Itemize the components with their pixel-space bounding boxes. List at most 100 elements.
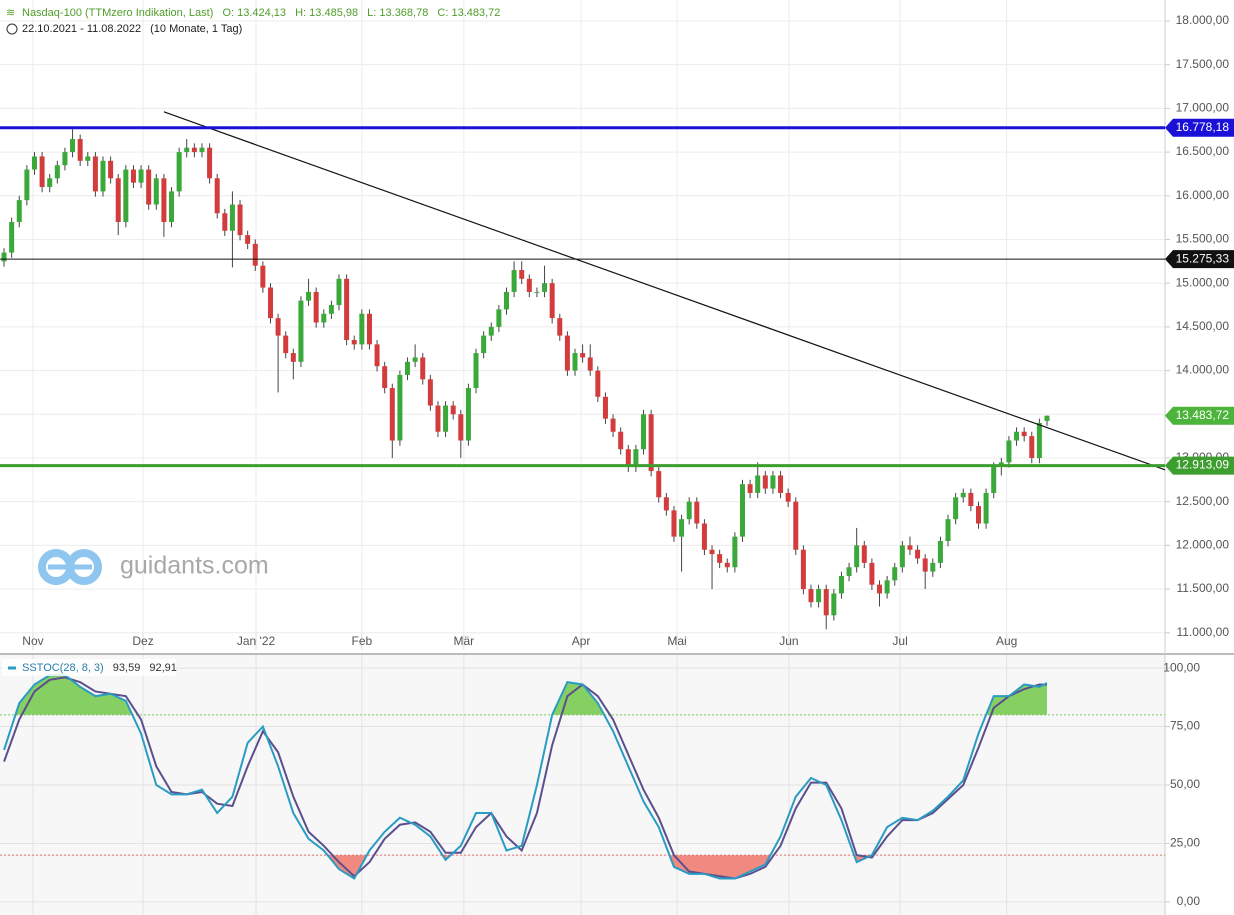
y-tick-label: 17.000,00 (1176, 101, 1230, 115)
candle-body (511, 270, 517, 292)
candle-body (549, 283, 555, 319)
candle-body (374, 344, 380, 367)
candle-body (968, 492, 974, 507)
candle-body (427, 379, 433, 406)
candle-body (275, 318, 281, 336)
y-tick-label: 12.500,00 (1176, 494, 1230, 508)
candle-body (663, 497, 669, 511)
candle-body (534, 291, 540, 293)
instrument-title: Nasdaq-100 (TTMzero Indikation, Last) O:… (22, 7, 500, 19)
candle-body (899, 545, 905, 568)
candle-body (618, 431, 624, 450)
candle-body (100, 160, 106, 192)
header-icon: ≋ (6, 7, 15, 19)
candle-body (420, 357, 426, 380)
candle-body (229, 204, 235, 231)
candle-body (557, 318, 563, 336)
candle-body (831, 593, 837, 616)
candle-body (892, 567, 898, 581)
candle-body (252, 243, 258, 266)
candle-body (496, 309, 502, 327)
candle-body (991, 466, 997, 493)
candle-body (785, 492, 791, 502)
x-tick-label: Nov (22, 634, 43, 648)
candle-body (359, 313, 365, 345)
y-tick-label: 14.000,00 (1176, 363, 1230, 377)
candle-body (542, 283, 548, 292)
candle-body (747, 484, 753, 493)
y-tick-label: 50,00 (1170, 777, 1200, 791)
candle-body (762, 475, 768, 489)
candle-body (1029, 436, 1035, 458)
ohlc-label: O: 13.424,13 (222, 7, 286, 19)
x-tick-label: Jul (892, 634, 907, 648)
candle-body (443, 405, 449, 432)
candle-body (16, 200, 22, 222)
candle-body (191, 147, 197, 153)
y-tick-label: 16.000,00 (1176, 188, 1230, 202)
candle-body (70, 138, 76, 153)
candle-body (54, 165, 60, 179)
candle-body (344, 278, 350, 340)
y-tick-label: 100,00 (1163, 660, 1200, 674)
candle-body (435, 405, 441, 432)
candle-body (199, 147, 205, 153)
candle-body (169, 191, 175, 222)
y-tick-label: 15.500,00 (1176, 232, 1230, 246)
candle-body (610, 418, 616, 432)
candle-body (161, 178, 167, 222)
period-range: 22.10.2021 - 11.08.2022 (22, 23, 141, 35)
candle-body (800, 549, 806, 590)
candle-body (321, 313, 327, 323)
candle-body (884, 580, 890, 594)
price-tag (1165, 406, 1234, 425)
candle-body (366, 313, 372, 345)
candle-body (24, 169, 30, 201)
candle-body (739, 484, 745, 537)
candle-body (382, 366, 388, 389)
candle-body (1, 252, 7, 262)
candle-body (138, 169, 144, 183)
y-tick-label: 15.000,00 (1176, 275, 1230, 289)
indicator-legend-bg (2, 659, 176, 676)
price-tag (1165, 456, 1234, 475)
period: 22.10.2021 - 11.08.2022 (10 Monate, 1 Ta… (22, 23, 242, 35)
candle-body (854, 545, 860, 568)
candle-body (450, 405, 456, 415)
candle-body (465, 388, 471, 441)
candle-body (717, 554, 723, 563)
watermark: guidants.com (38, 549, 269, 585)
candle-body (602, 396, 608, 419)
candle-body (47, 178, 53, 188)
x-tick-label: Apr (572, 634, 591, 648)
candle-body (214, 178, 220, 214)
candle-body (755, 475, 761, 493)
candle-body (31, 156, 37, 170)
candle-body (580, 353, 586, 358)
candle-body (123, 169, 129, 222)
candle-body (184, 147, 190, 153)
y-tick-label: 25,00 (1170, 836, 1200, 850)
candle-body (953, 497, 959, 520)
candle-body (488, 326, 494, 336)
ohlc-label: C: 13.483,72 (437, 7, 500, 19)
candle-body (267, 287, 273, 319)
candle-body (732, 536, 738, 568)
candle-body (907, 545, 913, 550)
candle-body (458, 414, 464, 441)
candle-body (130, 169, 136, 183)
price-tag (1165, 250, 1234, 269)
y-tick-label: 11.500,00 (1177, 581, 1230, 595)
candle-body (207, 147, 213, 179)
candle-body (245, 235, 251, 244)
candle-body (724, 562, 730, 568)
candle-body (85, 156, 91, 161)
y-tick-label: 0,00 (1177, 894, 1201, 908)
candle-body (641, 414, 647, 450)
candle-body (846, 567, 852, 576)
candle-body (39, 156, 45, 188)
candle-body (405, 361, 411, 375)
candle-body (1006, 440, 1012, 463)
candle-body (298, 300, 304, 362)
